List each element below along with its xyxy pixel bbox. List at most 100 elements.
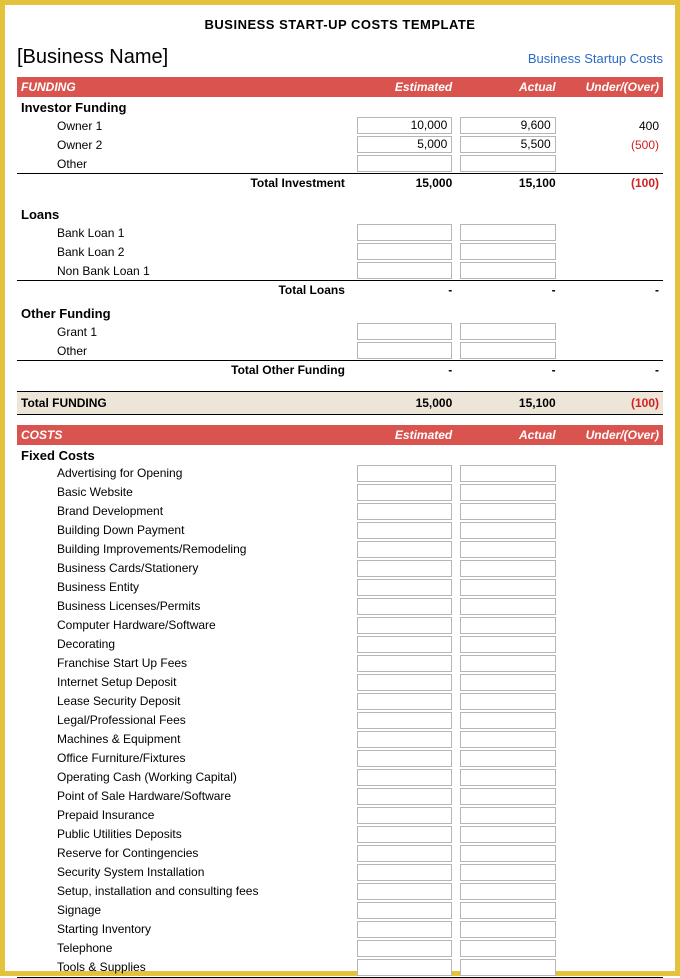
input-cell[interactable] [357,845,452,862]
line-item-row: Bank Loan 2 [17,242,663,261]
input-cell[interactable] [357,262,452,279]
input-cell[interactable] [460,522,555,539]
input-cell[interactable] [357,655,452,672]
input-cell[interactable] [357,243,452,260]
input-cell[interactable] [357,731,452,748]
input-cell[interactable] [460,940,555,957]
line-item-label: Business Cards/Stationery [17,559,353,578]
input-cell[interactable] [357,883,452,900]
input-cell[interactable] [357,503,452,520]
input-cell[interactable] [357,788,452,805]
input-cell[interactable] [460,579,555,596]
line-item-row: Owner 25,0005,500(500) [17,135,663,154]
line-item-label: Signage [17,901,353,920]
line-item-label: Building Improvements/Remodeling [17,540,353,559]
input-cell[interactable] [357,693,452,710]
input-cell[interactable] [357,959,452,976]
input-cell[interactable] [460,342,555,359]
input-cell[interactable] [460,731,555,748]
line-item-diff [560,749,663,768]
input-cell[interactable] [460,484,555,501]
input-cell[interactable] [460,807,555,824]
input-cell[interactable] [460,883,555,900]
input-cell[interactable] [460,465,555,482]
col-diff: Under/(Over) [560,425,663,445]
line-item-diff [560,261,663,281]
input-cell[interactable] [460,617,555,634]
line-item-label: Machines & Equipment [17,730,353,749]
line-item-label: Public Utilities Deposits [17,825,353,844]
input-cell[interactable] [357,342,452,359]
input-cell[interactable]: 5,000 [357,136,452,153]
line-item-diff [560,806,663,825]
line-item-diff [560,787,663,806]
input-cell[interactable]: 9,600 [460,117,555,134]
input-cell[interactable] [460,323,555,340]
input-cell[interactable] [460,674,555,691]
col-estimated: Estimated [353,77,456,97]
line-item-row: Business Entity [17,578,663,597]
line-item-diff [560,958,663,978]
input-cell[interactable] [460,560,555,577]
input-cell[interactable] [460,750,555,767]
input-cell[interactable] [357,579,452,596]
input-cell[interactable] [460,712,555,729]
input-cell[interactable] [357,807,452,824]
line-item-label: Business Licenses/Permits [17,597,353,616]
line-item-row: Non Bank Loan 1 [17,261,663,281]
input-cell[interactable] [460,826,555,843]
input-cell[interactable] [357,902,452,919]
input-cell[interactable] [357,940,452,957]
input-cell[interactable] [357,484,452,501]
input-cell[interactable] [460,959,555,976]
input-cell[interactable]: 5,500 [460,136,555,153]
line-item-label: Building Down Payment [17,521,353,540]
line-item-row: Machines & Equipment [17,730,663,749]
input-cell[interactable] [357,155,452,172]
input-cell[interactable] [460,503,555,520]
line-item-label: Telephone [17,939,353,958]
line-item-row: Telephone [17,939,663,958]
line-item-row: Brand Development [17,502,663,521]
input-cell[interactable] [357,617,452,634]
total-other-funding-row: Total Other Funding - - - [17,361,663,380]
input-cell[interactable]: 10,000 [357,117,452,134]
input-cell[interactable] [460,864,555,881]
input-cell[interactable] [460,788,555,805]
line-item-label: Legal/Professional Fees [17,711,353,730]
input-cell[interactable] [460,655,555,672]
input-cell[interactable] [460,598,555,615]
input-cell[interactable] [460,541,555,558]
costs-title: COSTS [17,425,353,445]
line-item-row: Starting Inventory [17,920,663,939]
line-item-label: Advertising for Opening [17,464,353,483]
input-cell[interactable] [357,769,452,786]
input-cell[interactable] [460,693,555,710]
input-cell[interactable] [357,864,452,881]
input-cell[interactable] [460,921,555,938]
input-cell[interactable] [357,674,452,691]
input-cell[interactable] [460,845,555,862]
input-cell[interactable] [460,224,555,241]
input-cell[interactable] [460,262,555,279]
input-cell[interactable] [357,541,452,558]
input-cell[interactable] [357,826,452,843]
input-cell[interactable] [357,522,452,539]
input-cell[interactable] [357,921,452,938]
input-cell[interactable] [357,560,452,577]
input-cell[interactable] [460,636,555,653]
other-funding-header: Other Funding [17,303,663,322]
input-cell[interactable] [460,243,555,260]
input-cell[interactable] [357,323,452,340]
costs-table: COSTS Estimated Actual Under/(Over) Fixe… [17,425,663,978]
input-cell[interactable] [357,224,452,241]
input-cell[interactable] [460,155,555,172]
input-cell[interactable] [357,750,452,767]
header-link[interactable]: Business Startup Costs [528,51,663,66]
input-cell[interactable] [357,598,452,615]
input-cell[interactable] [460,769,555,786]
input-cell[interactable] [460,902,555,919]
input-cell[interactable] [357,465,452,482]
input-cell[interactable] [357,636,452,653]
input-cell[interactable] [357,712,452,729]
